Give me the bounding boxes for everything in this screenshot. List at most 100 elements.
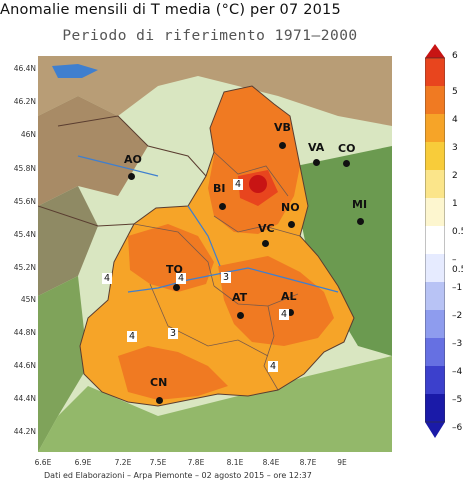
alps-relief: [38, 56, 392, 126]
lon-tick: 9E: [337, 458, 347, 467]
city-dot-co: [343, 160, 350, 167]
lon-tick: 6.9E: [74, 458, 92, 467]
lon-tick: 7.2E: [114, 458, 132, 467]
city-dot-ao: [128, 173, 135, 180]
city-label-mi: MI: [352, 198, 368, 211]
legend-tick: –0.5: [452, 255, 463, 275]
region-borders: [38, 85, 355, 407]
legend-tick: –1: [452, 283, 463, 293]
legend-swatch-3: [425, 114, 445, 142]
city-label-co: CO: [338, 142, 356, 155]
legend-tick: 0.5: [452, 227, 463, 237]
contour-label: 4: [127, 331, 138, 342]
legend-bottom-arrow: [425, 422, 445, 438]
legend-tick: –5: [452, 395, 463, 405]
legend-tick: –3: [452, 339, 463, 349]
aosta-relief: [38, 96, 148, 206]
anomaly-4-5-torino: [128, 224, 214, 292]
city-label-at: AT: [232, 291, 248, 304]
city-dot-mi: [357, 218, 364, 225]
map-title: Anomalie mensili di T media (°C) per 07 …: [0, 2, 341, 18]
lombardia-area: [296, 146, 392, 356]
legend-swatch-12: [425, 366, 445, 394]
contour-label: 4: [176, 273, 187, 284]
legend-swatch-8: [425, 254, 445, 282]
lon-tick: 8.4E: [262, 458, 280, 467]
lat-tick: 44.8N: [13, 328, 36, 337]
lat-tick: 44.2N: [13, 427, 36, 436]
legend-swatch-13: [425, 394, 445, 422]
lat-tick: 45.6N: [13, 197, 36, 206]
map-footer: Dati ed Elaborazioni – Arpa Piemonte – 0…: [44, 471, 312, 480]
legend-tick: –6: [452, 423, 463, 433]
city-label-al: AL: [281, 290, 297, 303]
contour-label: 4: [268, 361, 279, 372]
city-dot-to: [173, 284, 180, 291]
province-borders: [133, 151, 301, 391]
legend-top-arrow: [425, 44, 445, 58]
lon-tick: 7.5E: [149, 458, 167, 467]
lat-tick: 45.2N: [13, 263, 36, 272]
anomaly-4-5-cuneo: [118, 346, 228, 400]
legend-colorbar: [425, 44, 445, 438]
lat-tick: 45.8N: [13, 164, 36, 173]
legend-frame: [425, 57, 445, 423]
anomaly-4-5-asti: [218, 256, 334, 346]
city-label-to: TO: [166, 263, 183, 276]
rivers: [77, 155, 339, 293]
lat-tick: 44.6N: [13, 361, 36, 370]
liguria-relief: [38, 356, 392, 452]
legend-tick: 3: [452, 143, 458, 153]
contour-label: 3: [168, 328, 179, 339]
legend-swatch-6: [425, 198, 445, 226]
legend-swatch-4: [425, 142, 445, 170]
legend-tick: 6: [452, 51, 458, 61]
legend-swatch-9: [425, 282, 445, 310]
city-dot-cn: [156, 397, 163, 404]
lat-tick: 45N: [20, 295, 36, 304]
city-label-cn: CN: [150, 376, 168, 389]
city-label-bi: BI: [213, 182, 226, 195]
legend-swatch-10: [425, 310, 445, 338]
city-dot-vc: [262, 240, 269, 247]
legend-tick: 2: [452, 171, 458, 181]
city-label-vc: VC: [258, 222, 275, 235]
legend-swatch-5: [425, 170, 445, 198]
temperature-anomaly-map: [38, 56, 392, 452]
map-svg: [38, 56, 392, 452]
legend-swatch-7: [425, 226, 445, 254]
lat-tick: 46N: [20, 130, 36, 139]
city-dot-vb: [279, 142, 286, 149]
anomaly-4-5-north: [208, 86, 300, 234]
legend-tick: 1: [452, 199, 458, 209]
city-label-ao: AO: [124, 153, 142, 166]
city-label-va: VA: [308, 141, 325, 154]
contour-label: 3: [221, 272, 232, 283]
contour-label: 4: [102, 273, 113, 284]
city-dot-at: [237, 312, 244, 319]
lat-tick: 45.4N: [13, 230, 36, 239]
france-south-relief: [38, 276, 88, 452]
contour-label: 4: [233, 179, 244, 190]
legend-swatch-1: [425, 58, 445, 86]
lat-tick: 44.4N: [13, 394, 36, 403]
contour-label: 4: [279, 309, 290, 320]
lat-tick: 46.2N: [13, 97, 36, 106]
lon-tick: 7.8E: [187, 458, 205, 467]
lon-tick: 8.7E: [299, 458, 317, 467]
map-subtitle: Periodo di riferimento 1971–2000: [62, 28, 358, 44]
city-dot-va: [313, 159, 320, 166]
legend-tick: 5: [452, 87, 458, 97]
legend-tick: –4: [452, 367, 463, 377]
lake-geneva: [52, 64, 98, 78]
city-label-no: NO: [281, 201, 300, 214]
lon-tick: 8.1E: [226, 458, 244, 467]
legend-swatch-11: [425, 338, 445, 366]
city-dot-bi: [219, 203, 226, 210]
anomaly-6-plus: [249, 175, 267, 193]
legend-tick: 4: [452, 115, 458, 125]
city-dot-no: [288, 221, 295, 228]
legend-tick: –2: [452, 311, 463, 321]
lon-tick: 6.6E: [34, 458, 52, 467]
city-dot-al: [287, 309, 294, 316]
